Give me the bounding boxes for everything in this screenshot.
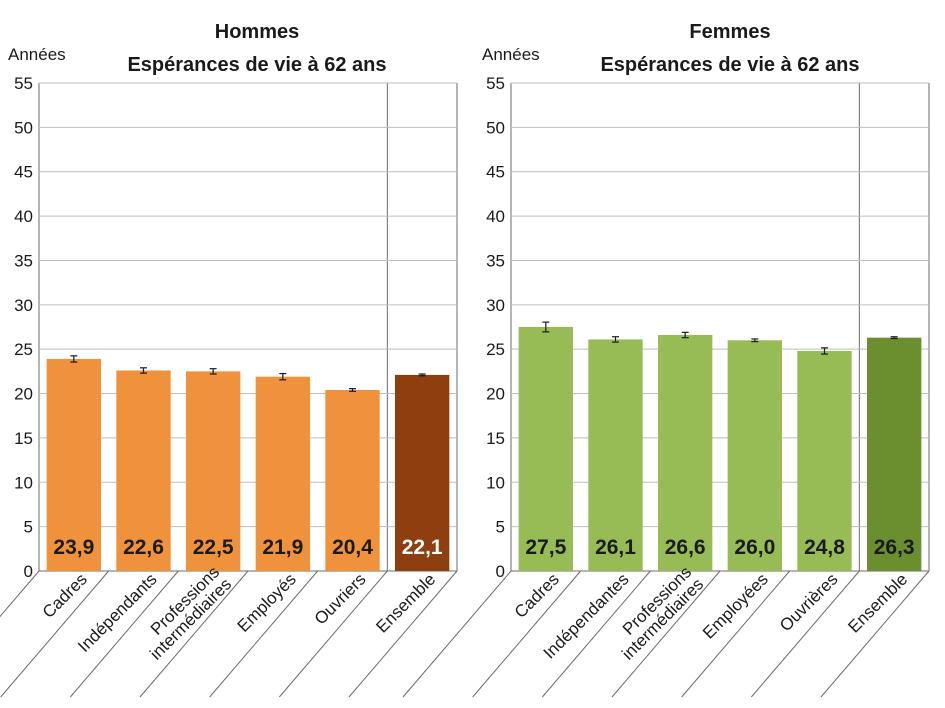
x-tick-label: Employées [699,570,772,643]
bar-4 [325,389,380,571]
category-divider [541,570,651,698]
category-divider [402,570,512,698]
bar-4 [797,350,852,571]
y-tick-label: 45 [486,163,505,182]
chart-panel-0: Hommes Espérances de vie à 62 ans Années 0 5… [0,21,458,698]
data-label: 26,3 [874,536,915,559]
category-divider [69,570,179,698]
data-label: 24,8 [804,536,845,559]
y-tick-label: 30 [486,296,505,315]
data-label: 27,5 [525,536,566,559]
y-tick-label: 30 [14,296,33,315]
y-tick-label: 5 [24,518,33,537]
bar-0 [46,358,102,571]
bar-5 [394,374,450,571]
y-tick-label: 35 [486,251,505,270]
category-divider [611,570,721,698]
chart-title: Femmes [689,21,770,43]
y-tick-label: 35 [14,251,33,270]
y-tick-label: 45 [14,163,33,182]
bar-5 [866,337,922,571]
y-tick-label: 25 [14,340,33,359]
y-tick-label: 50 [486,118,505,137]
y-tick-label: 55 [14,74,33,93]
y-tick-label: 40 [486,207,505,226]
y-axis-label: Années [482,45,540,64]
y-tick-label: 5 [496,518,505,537]
chart-title: Hommes [215,21,299,43]
bar-2 [657,334,713,571]
bar-1 [588,339,643,571]
data-label: 26,6 [665,536,706,559]
data-label: 23,9 [53,536,94,559]
bar-0 [518,327,574,571]
chart-subtitle: Espérances de vie à 62 ans [600,54,859,76]
y-tick-label: 20 [14,385,33,404]
bar-1 [116,370,171,571]
category-divider [348,570,458,698]
bar-2 [185,371,241,571]
y-tick-label: 25 [486,340,505,359]
y-tick-label: 20 [486,385,505,404]
y-tick-label: 40 [14,207,33,226]
x-tick-label: Cadres [39,570,91,622]
category-divider [750,570,860,698]
category-divider [0,570,110,698]
category-divider [0,570,40,618]
x-tick-label: Ouvriers [311,570,370,629]
y-tick-label: 15 [14,429,33,448]
y-tick-label: 0 [496,562,505,581]
x-tick-label: Cadres [511,570,563,622]
y-tick-label: 0 [24,562,33,581]
y-axis-label: Années [8,45,66,64]
bar-3 [255,376,311,571]
y-tick-label: 55 [486,74,505,93]
data-label: 22,6 [123,536,164,559]
y-tick-label: 10 [486,473,505,492]
category-divider [820,570,930,698]
category-divider [681,570,791,698]
data-label: 26,0 [734,536,775,559]
data-label: 20,4 [332,536,373,559]
chart-panel-1: Femmes Espérances de vie à 62 ans Années 0 5… [402,21,930,698]
data-label: 22,5 [193,536,234,559]
category-divider [139,570,249,698]
bar-3 [727,340,783,571]
data-label: 26,1 [595,536,636,559]
data-label: 22,1 [402,536,443,559]
chart-subtitle: Espérances de vie à 62 ans [127,54,386,76]
category-divider [209,570,319,698]
y-tick-label: 15 [486,429,505,448]
x-tick-label: Ouvrières [776,570,842,636]
category-divider [472,570,582,698]
y-tick-label: 50 [14,118,33,137]
y-tick-label: 10 [14,473,33,492]
category-divider [278,570,388,698]
data-label: 21,9 [262,536,303,559]
